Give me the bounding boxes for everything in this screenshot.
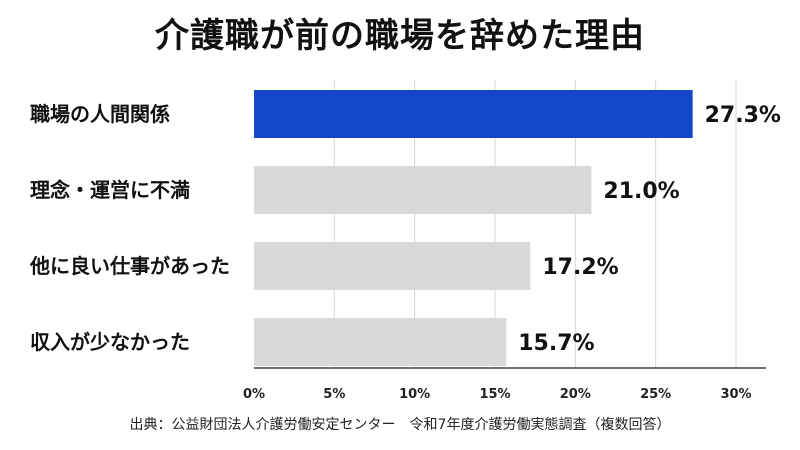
data-label: 27.3% xyxy=(705,103,781,128)
category-label: 職場の人間関係 xyxy=(30,102,170,126)
source-note: 出典：公益財団法人介護労働安定センター 令和7年度介護労働実態調査（複数回答） xyxy=(129,417,671,433)
bar xyxy=(254,90,693,138)
x-tick-label: 25% xyxy=(640,387,671,402)
category-label: 収入が少なかった xyxy=(30,330,190,354)
category-label: 理念・運営に不満 xyxy=(30,178,190,202)
bars xyxy=(254,90,693,366)
x-axis: 0% 5% 10% 15% 20% 25% 30% xyxy=(243,367,766,402)
data-label: 17.2% xyxy=(542,255,618,280)
x-tick-label: 20% xyxy=(560,387,591,402)
x-tick-label: 5% xyxy=(323,387,345,402)
data-label: 21.0% xyxy=(603,179,679,204)
category-label: 他に良い仕事があった xyxy=(29,254,230,278)
bar xyxy=(254,166,592,214)
chart-title: 介護職が前の職場を辞めた理由 xyxy=(155,16,645,56)
x-tick-label: 15% xyxy=(479,387,510,402)
x-tick-label: 0% xyxy=(243,387,265,402)
labels: 職場の人間関係 27.3% 理念・運営に不満 21.0% 他に良い仕事があった 17.2%… xyxy=(29,102,781,356)
bar xyxy=(254,242,531,290)
x-tick-label: 10% xyxy=(399,387,430,402)
data-label: 15.7% xyxy=(518,331,594,356)
x-tick-label: 30% xyxy=(720,387,751,402)
bar xyxy=(254,318,507,366)
